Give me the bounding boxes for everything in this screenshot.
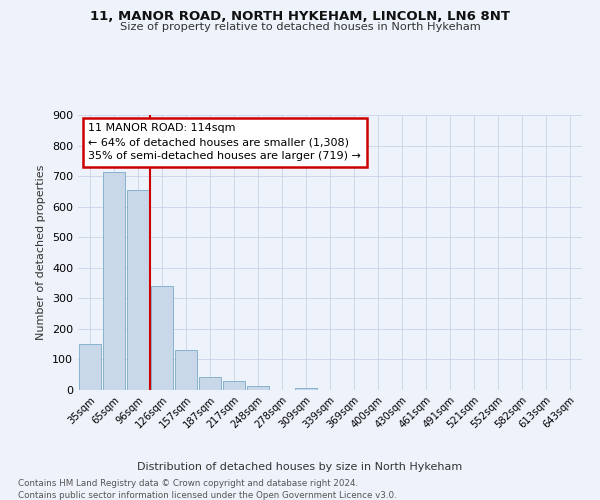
Bar	[103, 172, 125, 390]
Text: Size of property relative to detached houses in North Hykeham: Size of property relative to detached ho…	[119, 22, 481, 32]
Text: 11, MANOR ROAD, NORTH HYKEHAM, LINCOLN, LN6 8NT: 11, MANOR ROAD, NORTH HYKEHAM, LINCOLN, …	[90, 10, 510, 23]
Bar	[175, 350, 197, 390]
Text: Contains HM Land Registry data © Crown copyright and database right 2024.: Contains HM Land Registry data © Crown c…	[18, 479, 358, 488]
Bar	[295, 388, 317, 390]
Text: Distribution of detached houses by size in North Hykeham: Distribution of detached houses by size …	[137, 462, 463, 472]
Bar	[127, 190, 149, 390]
Y-axis label: Number of detached properties: Number of detached properties	[37, 165, 46, 340]
Text: 11 MANOR ROAD: 114sqm
← 64% of detached houses are smaller (1,308)
35% of semi-d: 11 MANOR ROAD: 114sqm ← 64% of detached …	[88, 123, 361, 161]
Bar	[79, 344, 101, 390]
Bar	[247, 386, 269, 390]
Text: Contains public sector information licensed under the Open Government Licence v3: Contains public sector information licen…	[18, 491, 397, 500]
Bar	[199, 377, 221, 390]
Bar	[223, 381, 245, 390]
Bar	[151, 286, 173, 390]
